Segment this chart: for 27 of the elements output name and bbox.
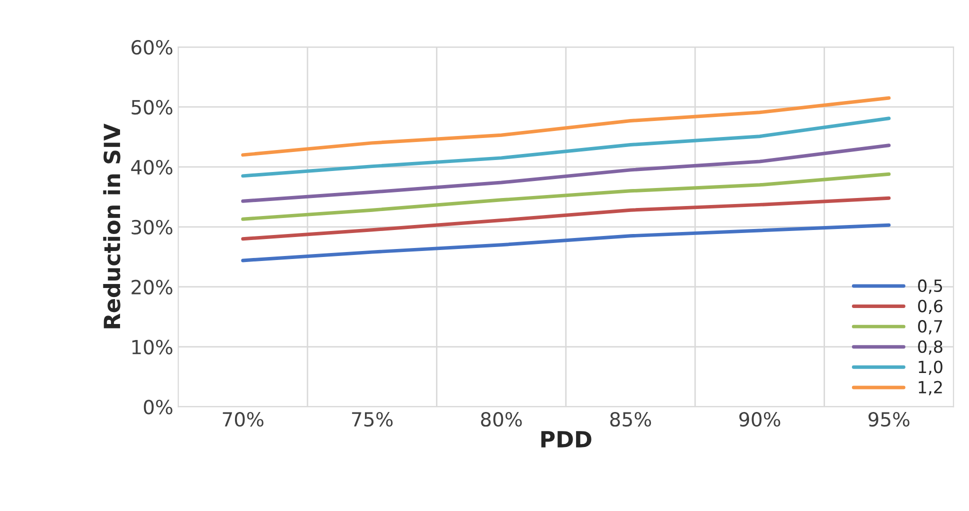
y-tick-label: 20% <box>132 280 172 295</box>
y-tick-label: 50% <box>132 100 172 115</box>
x-tick-label: 80% <box>481 412 522 427</box>
x-tick-label: 70% <box>222 412 264 427</box>
line-series <box>241 196 891 241</box>
x-tick-label: 90% <box>739 412 780 427</box>
legend-label: 0,7 <box>918 320 942 334</box>
x-axis-title: PDD <box>541 431 592 448</box>
legend-label: 1,0 <box>918 360 942 375</box>
legend-label: 0,6 <box>918 300 942 314</box>
y-tick-label: 0% <box>144 400 172 414</box>
x-tick-label: 85% <box>610 412 652 427</box>
x-tick-label: 75% <box>352 412 393 427</box>
y-tick-label: 10% <box>132 340 172 354</box>
y-axis-title: Reduction in SIV <box>103 124 120 328</box>
y-tick-label: 30% <box>132 220 172 235</box>
line-series <box>241 223 891 262</box>
y-tick-label: 40% <box>131 160 172 175</box>
line-series <box>241 116 891 178</box>
line-series <box>241 144 891 203</box>
line-series <box>241 172 891 221</box>
legend-label: 1,2 <box>918 380 942 396</box>
y-tick-label: 60% <box>132 40 172 55</box>
x-tick-label: 95% <box>868 412 910 427</box>
legend-label: 0,8 <box>918 340 942 355</box>
legend-label: 0,5 <box>918 279 942 294</box>
line-series <box>241 96 891 157</box>
